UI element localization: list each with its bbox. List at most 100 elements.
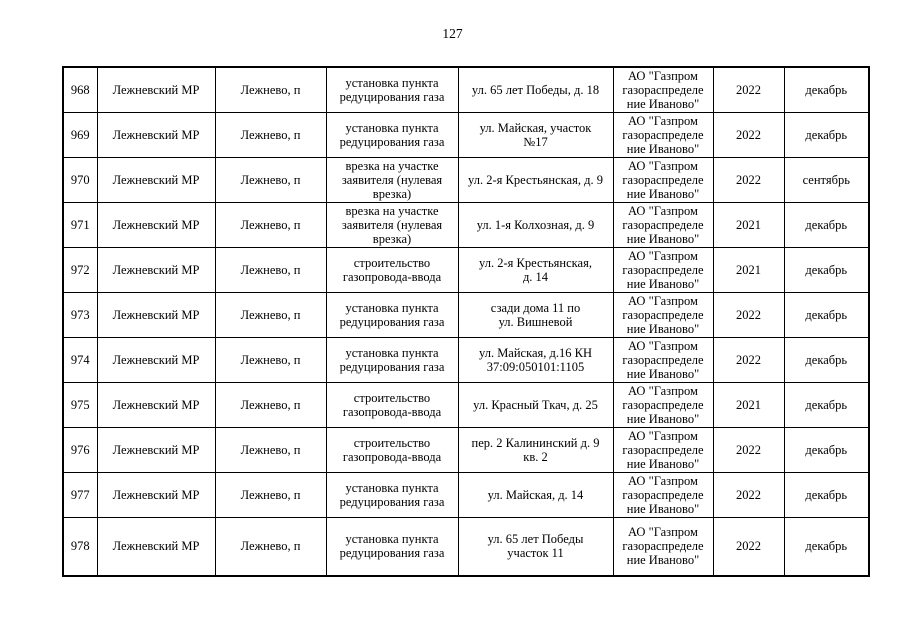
address-cell: ул. 1-я Колхозная, д. 9 bbox=[457, 202, 614, 248]
year-cell: 2022 bbox=[712, 337, 785, 383]
table-row: 969 Лежневский МР Лежнево, п установка п… bbox=[62, 112, 870, 158]
row-number-cell: 970 bbox=[62, 157, 98, 203]
month-cell: декабрь bbox=[783, 66, 870, 113]
month-cell: декабрь bbox=[783, 292, 870, 338]
year-cell: 2022 bbox=[712, 517, 785, 576]
work-type-cell: установка пункта редуцирования газа bbox=[325, 112, 459, 158]
organization-cell: АО "Газпром газораспределе ние Иваново" bbox=[612, 202, 714, 248]
settlement-cell: Лежнево, п bbox=[214, 112, 327, 158]
settlement-cell: Лежнево, п bbox=[214, 202, 327, 248]
settlement-cell: Лежнево, п bbox=[214, 517, 327, 576]
row-number-cell: 973 bbox=[62, 292, 98, 338]
month-cell: сентябрь bbox=[783, 157, 870, 203]
table-row: 975 Лежневский МР Лежнево, п строительст… bbox=[62, 382, 870, 428]
month-cell: декабрь bbox=[783, 337, 870, 383]
row-number-cell: 971 bbox=[62, 202, 98, 248]
table-row: 970 Лежневский МР Лежнево, п врезка на у… bbox=[62, 157, 870, 203]
table-row: 978 Лежневский МР Лежнево, п установка п… bbox=[62, 517, 870, 576]
district-cell: Лежневский МР bbox=[96, 472, 216, 518]
year-cell: 2022 bbox=[712, 112, 785, 158]
year-cell: 2021 bbox=[712, 247, 785, 293]
work-type-cell: установка пункта редуцирования газа bbox=[325, 292, 459, 338]
row-number-cell: 975 bbox=[62, 382, 98, 428]
year-cell: 2021 bbox=[712, 202, 785, 248]
table-row: 974 Лежневский МР Лежнево, п установка п… bbox=[62, 337, 870, 383]
district-cell: Лежневский МР bbox=[96, 247, 216, 293]
address-cell: ул. 65 лет Победы, д. 18 bbox=[457, 66, 614, 113]
settlement-cell: Лежнево, п bbox=[214, 472, 327, 518]
table-row: 968 Лежневский МР Лежнево, п установка п… bbox=[62, 66, 870, 113]
settlement-cell: Лежнево, п bbox=[214, 382, 327, 428]
month-cell: декабрь bbox=[783, 112, 870, 158]
table-row: 973 Лежневский МР Лежнево, п установка п… bbox=[62, 292, 870, 338]
district-cell: Лежневский МР bbox=[96, 517, 216, 576]
district-cell: Лежневский МР bbox=[96, 66, 216, 113]
table-row: 971 Лежневский МР Лежнево, п врезка на у… bbox=[62, 202, 870, 248]
organization-cell: АО "Газпром газораспределе ние Иваново" bbox=[612, 382, 714, 428]
district-cell: Лежневский МР bbox=[96, 427, 216, 473]
table-row: 976 Лежневский МР Лежнево, п строительст… bbox=[62, 427, 870, 473]
row-number-cell: 976 bbox=[62, 427, 98, 473]
address-cell: сзади дома 11 по ул. Вишневой bbox=[457, 292, 614, 338]
work-type-cell: врезка на участке заявителя (нулевая вре… bbox=[325, 157, 459, 203]
settlement-cell: Лежнево, п bbox=[214, 66, 327, 113]
organization-cell: АО "Газпром газораспределе ние Иваново" bbox=[612, 247, 714, 293]
organization-cell: АО "Газпром газораспределе ние Иваново" bbox=[612, 337, 714, 383]
work-type-cell: установка пункта редуцирования газа bbox=[325, 337, 459, 383]
month-cell: декабрь bbox=[783, 427, 870, 473]
month-cell: декабрь bbox=[783, 202, 870, 248]
year-cell: 2021 bbox=[712, 382, 785, 428]
address-cell: ул. 65 лет Победы участок 11 bbox=[457, 517, 614, 576]
settlement-cell: Лежнево, п bbox=[214, 427, 327, 473]
settlement-cell: Лежнево, п bbox=[214, 292, 327, 338]
district-cell: Лежневский МР bbox=[96, 292, 216, 338]
work-type-cell: строительство газопровода-ввода bbox=[325, 247, 459, 293]
organization-cell: АО "Газпром газораспределе ние Иваново" bbox=[612, 427, 714, 473]
row-number-cell: 969 bbox=[62, 112, 98, 158]
district-cell: Лежневский МР bbox=[96, 112, 216, 158]
address-cell: ул. 2-я Крестьянская, д. 14 bbox=[457, 247, 614, 293]
row-number-cell: 977 bbox=[62, 472, 98, 518]
organization-cell: АО "Газпром газораспределе ние Иваново" bbox=[612, 66, 714, 113]
work-type-cell: установка пункта редуцирования газа bbox=[325, 472, 459, 518]
row-number-cell: 974 bbox=[62, 337, 98, 383]
row-number-cell: 972 bbox=[62, 247, 98, 293]
month-cell: декабрь bbox=[783, 517, 870, 576]
table-row: 972 Лежневский МР Лежнево, п строительст… bbox=[62, 247, 870, 293]
address-cell: пер. 2 Калининский д. 9 кв. 2 bbox=[457, 427, 614, 473]
month-cell: декабрь bbox=[783, 472, 870, 518]
work-type-cell: установка пункта редуцирования газа bbox=[325, 517, 459, 576]
row-number-cell: 968 bbox=[62, 66, 98, 113]
address-cell: ул. Майская, д.16 КН 37:09:050101:1105 bbox=[457, 337, 614, 383]
settlement-cell: Лежнево, п bbox=[214, 247, 327, 293]
settlement-cell: Лежнево, п bbox=[214, 157, 327, 203]
month-cell: декабрь bbox=[783, 247, 870, 293]
district-cell: Лежневский МР bbox=[96, 382, 216, 428]
year-cell: 2022 bbox=[712, 427, 785, 473]
page-number: 127 bbox=[442, 26, 463, 41]
organization-cell: АО "Газпром газораспределе ние Иваново" bbox=[612, 292, 714, 338]
work-type-cell: строительство газопровода-ввода bbox=[325, 427, 459, 473]
organization-cell: АО "Газпром газораспределе ние Иваново" bbox=[612, 472, 714, 518]
address-cell: ул. Майская, д. 14 bbox=[457, 472, 614, 518]
settlement-cell: Лежнево, п bbox=[214, 337, 327, 383]
organization-cell: АО "Газпром газораспределе ние Иваново" bbox=[612, 157, 714, 203]
year-cell: 2022 bbox=[712, 66, 785, 113]
year-cell: 2022 bbox=[712, 292, 785, 338]
row-number-cell: 978 bbox=[62, 517, 98, 576]
year-cell: 2022 bbox=[712, 157, 785, 203]
district-cell: Лежневский МР bbox=[96, 202, 216, 248]
district-cell: Лежневский МР bbox=[96, 337, 216, 383]
month-cell: декабрь bbox=[783, 382, 870, 428]
work-type-cell: строительство газопровода-ввода bbox=[325, 382, 459, 428]
work-type-cell: установка пункта редуцирования газа bbox=[325, 66, 459, 113]
organization-cell: АО "Газпром газораспределе ние Иваново" bbox=[612, 517, 714, 576]
address-cell: ул. Майская, участок №17 bbox=[457, 112, 614, 158]
organization-cell: АО "Газпром газораспределе ние Иваново" bbox=[612, 112, 714, 158]
address-cell: ул. 2-я Крестьянская, д. 9 bbox=[457, 157, 614, 203]
address-cell: ул. Красный Ткач, д. 25 bbox=[457, 382, 614, 428]
year-cell: 2022 bbox=[712, 472, 785, 518]
table-row: 977 Лежневский МР Лежнево, п установка п… bbox=[62, 472, 870, 518]
district-cell: Лежневский МР bbox=[96, 157, 216, 203]
